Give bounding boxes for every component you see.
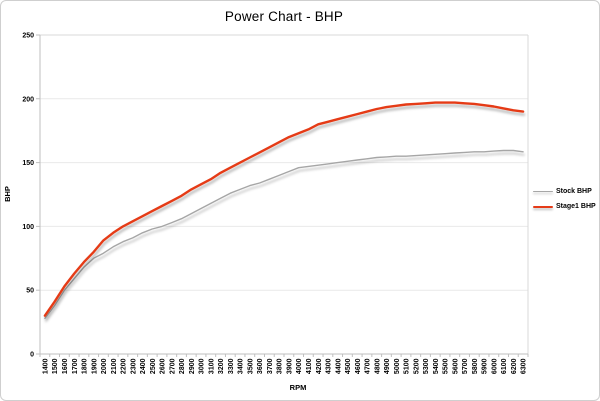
x-tick-label: 3700 xyxy=(267,358,274,374)
x-tick-label: 5600 xyxy=(452,358,459,374)
x-tick-label: 4000 xyxy=(296,358,303,374)
x-tick-label: 2000 xyxy=(101,358,108,374)
x-tick-label: 5300 xyxy=(423,358,430,374)
x-tick-label: 2600 xyxy=(160,358,167,374)
x-tick-label: 4800 xyxy=(374,358,381,374)
x-tick-label: 3200 xyxy=(218,358,225,374)
x-tick-label: 2100 xyxy=(111,358,118,374)
series-line-stage1-bhp xyxy=(43,101,525,317)
x-tick-label: 5700 xyxy=(462,358,469,374)
x-tick-label: 3800 xyxy=(277,358,284,374)
x-tick-label: 4500 xyxy=(345,358,352,374)
x-tick-label: 4700 xyxy=(365,358,372,374)
x-tick-label: 2900 xyxy=(189,358,196,374)
legend-item-stock: Stock BHP xyxy=(533,188,595,195)
x-tick-label: 3500 xyxy=(247,358,254,374)
x-tick-label: 1500 xyxy=(52,358,59,374)
x-tick-label: 6000 xyxy=(491,358,498,374)
x-tick-label: 6300 xyxy=(521,358,528,374)
legend-item-stage1: Stage1 BHP xyxy=(533,203,596,210)
legend-label: Stock BHP xyxy=(556,188,592,195)
x-tick-label: 1800 xyxy=(82,358,89,374)
y-tick-label: 50 xyxy=(26,288,34,295)
x-tick-label: 4100 xyxy=(306,358,313,374)
series-line-stock-bhp xyxy=(44,149,524,319)
x-tick-label: 4600 xyxy=(355,358,362,374)
x-tick-label: 4300 xyxy=(326,358,333,374)
x-tick-label: 5900 xyxy=(482,358,489,374)
x-tick-label: 1700 xyxy=(72,358,79,374)
y-axis-title: BHP xyxy=(3,186,12,202)
stock-line-swatch-icon xyxy=(533,191,553,192)
x-tick-label: 5000 xyxy=(394,358,401,374)
y-tick-label: 150 xyxy=(22,160,34,167)
x-tick-label: 2700 xyxy=(169,358,176,374)
legend-label: Stage1 BHP xyxy=(556,203,596,210)
x-tick-label: 2200 xyxy=(121,358,128,374)
x-tick-label: 3000 xyxy=(199,358,206,374)
x-tick-label: 4400 xyxy=(335,358,342,374)
y-tick-label: 250 xyxy=(22,33,34,40)
x-tick-label: 5200 xyxy=(413,358,420,374)
x-axis-title: RPM xyxy=(290,383,307,392)
x-tick-label: 2800 xyxy=(179,358,186,374)
x-tick-label: 3400 xyxy=(238,358,245,374)
x-tick-label: 2500 xyxy=(150,358,157,374)
y-tick-label: 200 xyxy=(22,96,34,103)
x-tick-label: 2300 xyxy=(130,358,137,374)
y-tick-label: 100 xyxy=(22,224,34,231)
x-tick-label: 5100 xyxy=(404,358,411,374)
x-tick-label: 1900 xyxy=(91,358,98,374)
x-tick-label: 2400 xyxy=(140,358,147,374)
chart-legend: Stock BHP Stage1 BHP xyxy=(533,188,596,210)
x-tick-label: 5800 xyxy=(472,358,479,374)
x-tick-label: 1600 xyxy=(62,358,69,374)
x-tick-label: 5500 xyxy=(443,358,450,374)
x-tick-label: 3900 xyxy=(286,358,293,374)
x-tick-label: 4200 xyxy=(316,358,323,374)
x-tick-label: 3300 xyxy=(228,358,235,374)
x-tick-label: 3100 xyxy=(208,358,215,374)
x-tick-label: 1400 xyxy=(42,358,49,374)
y-tick-label: 0 xyxy=(30,352,34,359)
stage1-line-swatch-icon xyxy=(533,205,553,208)
x-tick-label: 6200 xyxy=(511,358,518,374)
x-tick-label: 5400 xyxy=(433,358,440,374)
x-tick-label: 3600 xyxy=(257,358,264,374)
chart-title: Power Chart - BHP xyxy=(224,9,344,24)
x-tick-label: 4900 xyxy=(384,358,391,374)
x-tick-label: 6100 xyxy=(501,358,508,374)
